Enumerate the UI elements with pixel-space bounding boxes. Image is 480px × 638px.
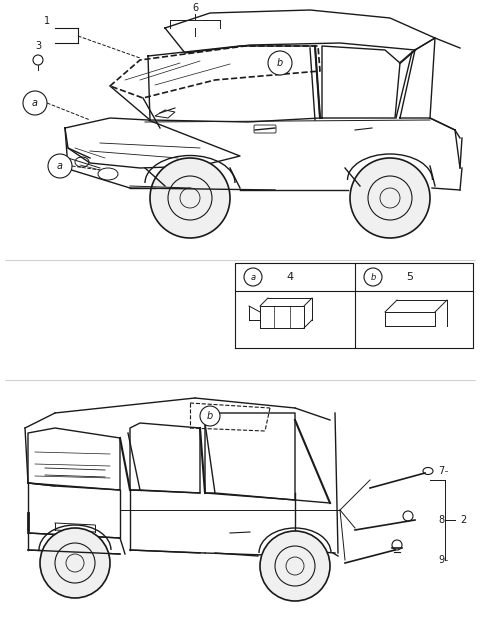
Circle shape <box>200 406 220 426</box>
Text: 4: 4 <box>287 272 294 282</box>
Circle shape <box>40 528 110 598</box>
Circle shape <box>260 531 330 601</box>
Text: 5: 5 <box>407 272 413 282</box>
Text: 8: 8 <box>438 515 444 525</box>
Text: 9: 9 <box>438 555 444 565</box>
Text: a: a <box>57 161 63 171</box>
Circle shape <box>268 51 292 75</box>
Circle shape <box>364 268 382 286</box>
Text: 7: 7 <box>438 466 444 476</box>
Text: a: a <box>251 272 255 281</box>
Text: b: b <box>370 272 376 281</box>
Text: 6: 6 <box>192 3 198 13</box>
Text: 2: 2 <box>460 515 466 525</box>
Text: 3: 3 <box>35 41 41 51</box>
Text: a: a <box>32 98 38 108</box>
Text: b: b <box>207 411 213 421</box>
Text: b: b <box>277 58 283 68</box>
Circle shape <box>48 154 72 178</box>
Circle shape <box>23 91 47 115</box>
Circle shape <box>350 158 430 238</box>
Circle shape <box>150 158 230 238</box>
Text: 1: 1 <box>44 16 50 26</box>
Circle shape <box>244 268 262 286</box>
